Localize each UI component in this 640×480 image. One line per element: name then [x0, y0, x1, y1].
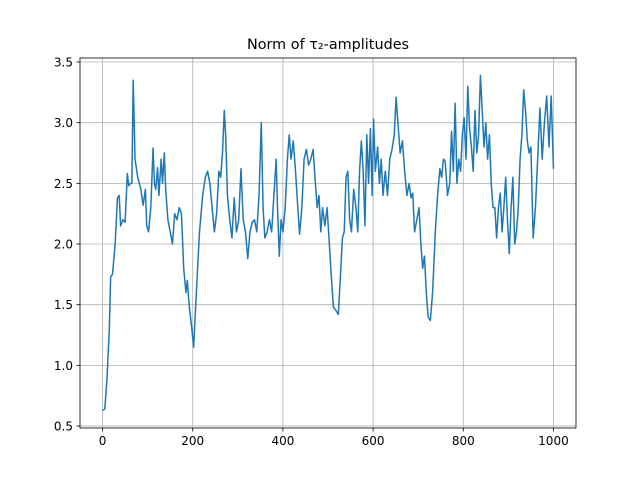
- x-tick-label: 0: [99, 434, 107, 448]
- y-tick-label: 1.0: [54, 359, 73, 373]
- x-tick-label: 1000: [538, 434, 569, 448]
- chart-title: Norm of τ₂-amplitudes: [247, 37, 409, 53]
- y-tick-label: 2.0: [54, 238, 73, 252]
- y-tick-label: 3.0: [54, 116, 73, 130]
- y-tick-label: 1.5: [54, 298, 73, 312]
- x-tick-label: 600: [362, 434, 385, 448]
- x-tick-label: 200: [181, 434, 204, 448]
- plot-frame: [79, 57, 577, 429]
- x-tick-label: 400: [271, 434, 294, 448]
- y-tick-label: 2.5: [54, 177, 73, 191]
- y-tick-label: 3.5: [54, 56, 73, 70]
- y-tick-label: 0.5: [54, 420, 73, 434]
- x-tick-label: 800: [452, 434, 475, 448]
- data-line: [102, 74, 555, 411]
